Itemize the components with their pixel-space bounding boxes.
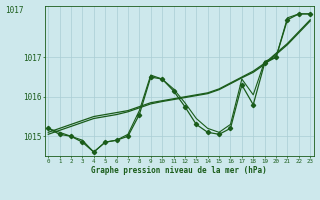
Text: 1017: 1017 xyxy=(5,6,23,15)
X-axis label: Graphe pression niveau de la mer (hPa): Graphe pression niveau de la mer (hPa) xyxy=(91,166,267,175)
